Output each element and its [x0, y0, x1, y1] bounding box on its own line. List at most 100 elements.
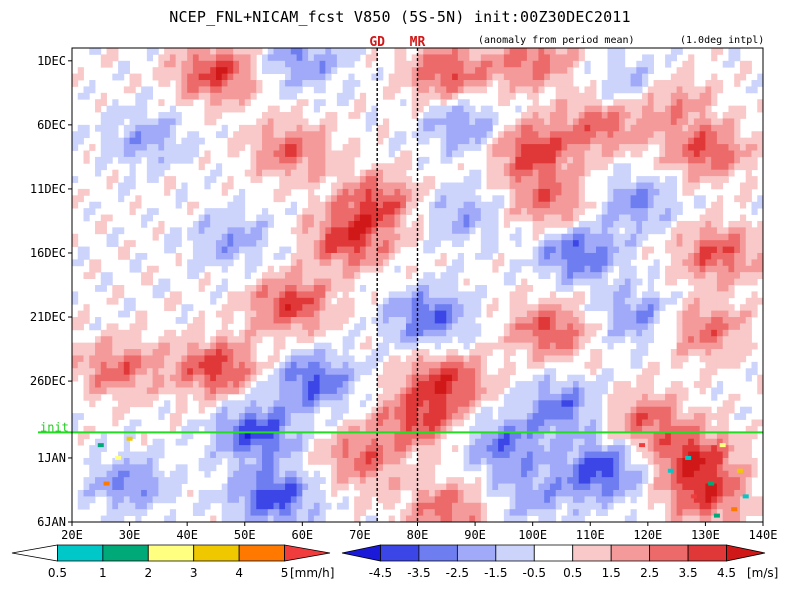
anomaly-cell	[285, 361, 292, 369]
anomaly-cell	[227, 406, 234, 414]
anomaly-cell	[365, 336, 372, 344]
anomaly-cell	[112, 457, 119, 465]
anomaly-cell	[377, 265, 384, 273]
anomaly-cell	[572, 432, 580, 440]
anomaly-cell	[267, 464, 274, 472]
anomaly-cell	[526, 470, 534, 478]
anomaly-cell	[244, 48, 251, 55]
anomaly-cell	[607, 451, 614, 459]
anomaly-cell	[319, 393, 326, 401]
anomaly-cell	[388, 163, 395, 171]
anomaly-cell	[83, 310, 90, 318]
anomaly-cell	[210, 464, 217, 472]
anomaly-cell	[146, 483, 154, 491]
anomaly-cell	[498, 252, 505, 260]
anomaly-cell	[446, 144, 453, 151]
anomaly-cell	[204, 80, 211, 87]
anomaly-cell	[532, 195, 539, 203]
anomaly-cell	[538, 208, 545, 215]
anomaly-cell	[382, 118, 390, 126]
anomaly-cell	[215, 361, 223, 369]
anomaly-cell	[250, 220, 257, 228]
anomaly-cell	[457, 304, 464, 312]
anomaly-cell	[290, 509, 297, 516]
anomaly-cell	[187, 99, 194, 107]
anomaly-cell	[572, 163, 580, 171]
anomaly-cell	[607, 457, 614, 465]
anomaly-cell	[503, 137, 511, 145]
anomaly-cell	[267, 291, 274, 299]
anomaly-cell	[141, 464, 148, 472]
anomaly-cell	[382, 342, 390, 350]
anomaly-cell	[405, 342, 413, 350]
anomaly-cell	[572, 156, 580, 164]
anomaly-cell	[354, 188, 361, 196]
anomaly-cell	[146, 400, 154, 408]
anomaly-cell	[238, 220, 246, 228]
anomaly-cell	[440, 112, 447, 119]
anomaly-cell	[521, 176, 528, 183]
anomaly-cell	[590, 272, 597, 279]
anomaly-cell	[135, 195, 142, 203]
anomaly-cell	[250, 80, 257, 87]
anomaly-cell	[509, 470, 516, 478]
anomaly-cell	[613, 489, 620, 497]
anomaly-cell	[532, 201, 539, 209]
anomaly-cell	[89, 393, 96, 401]
anomaly-cell	[158, 381, 165, 388]
anomaly-cell	[492, 214, 499, 222]
anomaly-cell	[555, 156, 562, 164]
anomaly-cell	[521, 208, 528, 215]
anomaly-cell	[72, 425, 79, 433]
anomaly-cell	[457, 137, 464, 145]
anomaly-cell	[273, 112, 280, 119]
anomaly-cell	[561, 278, 568, 286]
anomaly-cell	[377, 374, 384, 382]
anomaly-cell	[164, 67, 171, 75]
anomaly-cell	[567, 99, 574, 107]
anomaly-cell	[561, 381, 568, 388]
anomaly-cell	[296, 214, 303, 222]
anomaly-cell	[169, 361, 177, 369]
anomaly-cell	[192, 48, 200, 55]
anomaly-cell	[457, 381, 464, 388]
anomaly-cell	[302, 323, 309, 331]
anomaly-cell	[596, 131, 603, 139]
anomaly-cell	[377, 489, 384, 497]
anomaly-cell	[158, 227, 165, 235]
anomaly-cell	[250, 432, 257, 440]
anomaly-cell	[405, 406, 413, 414]
anomaly-cell	[567, 278, 574, 286]
anomaly-cell	[106, 477, 113, 484]
anomaly-cell	[250, 233, 257, 241]
anomaly-cell	[417, 137, 424, 145]
anomaly-cell	[561, 131, 568, 139]
anomaly-cell	[273, 54, 280, 62]
anomaly-cell	[302, 304, 309, 312]
anomaly-cell	[463, 317, 470, 324]
anomaly-cell	[273, 342, 280, 350]
anomaly-cell	[227, 182, 234, 190]
anomaly-cell	[181, 304, 188, 312]
anomaly-cell	[244, 355, 251, 363]
anomaly-cell	[325, 124, 332, 132]
anomaly-cell	[578, 227, 585, 235]
anomaly-cell	[492, 227, 499, 235]
anomaly-cell	[342, 92, 349, 100]
anomaly-cell	[267, 419, 274, 427]
anomaly-cell	[215, 368, 223, 376]
anomaly-cell	[596, 240, 603, 247]
anomaly-cell	[423, 457, 430, 465]
anomaly-cell	[313, 368, 321, 376]
anomaly-cell	[244, 361, 251, 369]
anomaly-cell	[112, 169, 119, 177]
anomaly-cell	[192, 272, 200, 279]
anomaly-cell	[578, 413, 585, 420]
anomaly-cell	[423, 464, 430, 472]
anomaly-cell	[106, 483, 113, 491]
anomaly-cell	[619, 201, 626, 209]
anomaly-cell	[423, 451, 430, 459]
anomaly-cell	[325, 361, 332, 369]
anomaly-cell	[210, 438, 217, 446]
anomaly-cell	[331, 54, 338, 62]
